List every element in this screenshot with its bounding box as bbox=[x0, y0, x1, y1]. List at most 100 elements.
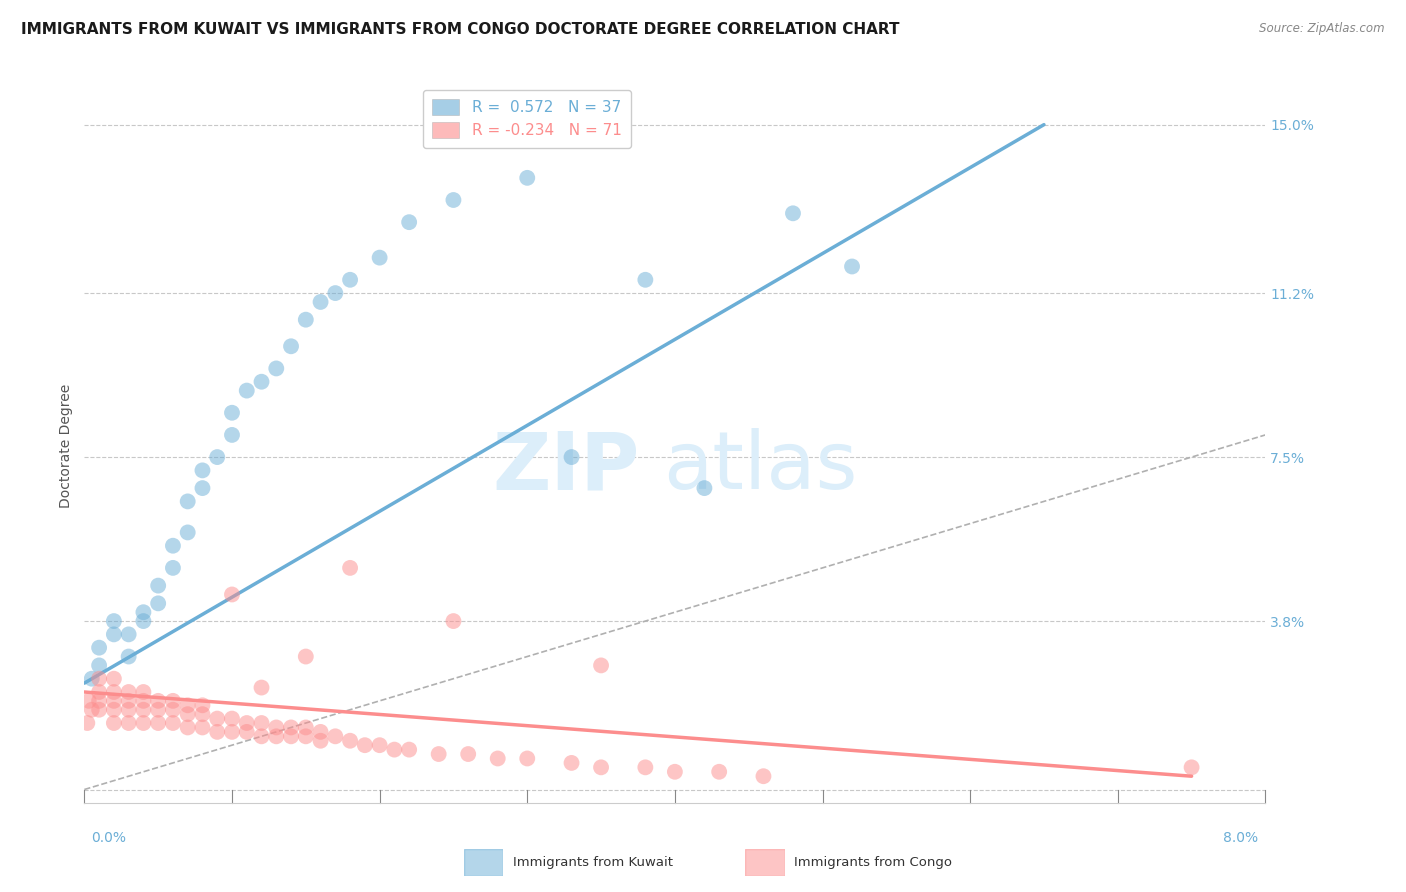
Point bbox=[323, 286, 347, 301]
Point bbox=[295, 729, 318, 743]
Point bbox=[148, 694, 170, 708]
Point bbox=[516, 751, 538, 765]
Point bbox=[427, 747, 450, 761]
Point bbox=[457, 747, 479, 761]
Point bbox=[132, 716, 155, 731]
Point bbox=[148, 579, 170, 593]
Point bbox=[177, 494, 200, 508]
Point bbox=[191, 707, 214, 722]
Point bbox=[782, 206, 804, 220]
Point bbox=[354, 738, 377, 752]
Point bbox=[236, 716, 259, 731]
Point bbox=[1181, 760, 1204, 774]
Point bbox=[693, 481, 716, 495]
Text: IMMIGRANTS FROM KUWAIT VS IMMIGRANTS FROM CONGO DOCTORATE DEGREE CORRELATION CHA: IMMIGRANTS FROM KUWAIT VS IMMIGRANTS FRO… bbox=[21, 22, 900, 37]
Point bbox=[280, 721, 302, 735]
Point bbox=[221, 724, 243, 739]
Point bbox=[148, 596, 170, 610]
Point bbox=[221, 587, 243, 601]
Point bbox=[103, 694, 125, 708]
Point bbox=[339, 561, 361, 575]
Point bbox=[148, 703, 170, 717]
Y-axis label: Doctorate Degree: Doctorate Degree bbox=[59, 384, 73, 508]
Point bbox=[250, 729, 273, 743]
Point bbox=[398, 742, 420, 756]
Point bbox=[250, 681, 273, 695]
Point bbox=[368, 738, 391, 752]
Point bbox=[132, 605, 155, 619]
Point bbox=[89, 672, 111, 686]
Text: 8.0%: 8.0% bbox=[1223, 831, 1258, 846]
Point bbox=[398, 215, 420, 229]
Point bbox=[516, 170, 538, 185]
Point bbox=[162, 694, 184, 708]
Text: Immigrants from Congo: Immigrants from Congo bbox=[794, 856, 952, 869]
Point bbox=[368, 251, 391, 265]
Point bbox=[339, 733, 361, 747]
Point bbox=[221, 428, 243, 442]
Point bbox=[162, 561, 184, 575]
Point bbox=[664, 764, 686, 779]
Point bbox=[382, 742, 406, 756]
Point bbox=[77, 694, 100, 708]
Point bbox=[280, 729, 302, 743]
Point bbox=[236, 724, 259, 739]
Point bbox=[295, 721, 318, 735]
Point bbox=[191, 721, 214, 735]
Text: atlas: atlas bbox=[664, 428, 858, 507]
Text: ZIP: ZIP bbox=[492, 428, 640, 507]
Point bbox=[132, 614, 155, 628]
Point bbox=[118, 694, 141, 708]
Text: 0.0%: 0.0% bbox=[91, 831, 127, 846]
Point bbox=[634, 760, 657, 774]
Point bbox=[295, 649, 318, 664]
Point bbox=[89, 703, 111, 717]
Point bbox=[309, 724, 332, 739]
Point bbox=[89, 658, 111, 673]
Point bbox=[80, 703, 103, 717]
Point bbox=[634, 273, 657, 287]
Point bbox=[264, 729, 288, 743]
Point bbox=[295, 312, 318, 326]
Point bbox=[841, 260, 863, 274]
Point bbox=[205, 712, 228, 726]
Point bbox=[309, 295, 332, 310]
Point bbox=[103, 614, 125, 628]
Text: Immigrants from Kuwait: Immigrants from Kuwait bbox=[513, 856, 673, 869]
Point bbox=[323, 729, 347, 743]
Point bbox=[118, 703, 141, 717]
Point bbox=[191, 481, 214, 495]
Point bbox=[132, 685, 155, 699]
Point bbox=[103, 672, 125, 686]
Point bbox=[177, 698, 200, 713]
Point bbox=[250, 716, 273, 731]
Point bbox=[89, 640, 111, 655]
Point bbox=[191, 463, 214, 477]
Point bbox=[132, 703, 155, 717]
Point bbox=[177, 721, 200, 735]
Point bbox=[560, 450, 583, 464]
Point bbox=[443, 614, 465, 628]
Point bbox=[191, 698, 214, 713]
Point bbox=[148, 716, 170, 731]
Point bbox=[103, 716, 125, 731]
Point bbox=[339, 273, 361, 287]
Point bbox=[162, 716, 184, 731]
Point bbox=[118, 716, 141, 731]
Point bbox=[264, 361, 288, 376]
Point bbox=[162, 703, 184, 717]
Point bbox=[118, 627, 141, 641]
Text: Source: ZipAtlas.com: Source: ZipAtlas.com bbox=[1260, 22, 1385, 36]
Point bbox=[103, 685, 125, 699]
Point bbox=[205, 724, 228, 739]
Point bbox=[443, 193, 465, 207]
Point bbox=[103, 627, 125, 641]
Point bbox=[177, 707, 200, 722]
Point bbox=[309, 733, 332, 747]
Point bbox=[177, 525, 200, 540]
Point bbox=[221, 406, 243, 420]
Point bbox=[103, 703, 125, 717]
Point bbox=[76, 716, 98, 731]
Point bbox=[162, 539, 184, 553]
Point bbox=[280, 339, 302, 353]
